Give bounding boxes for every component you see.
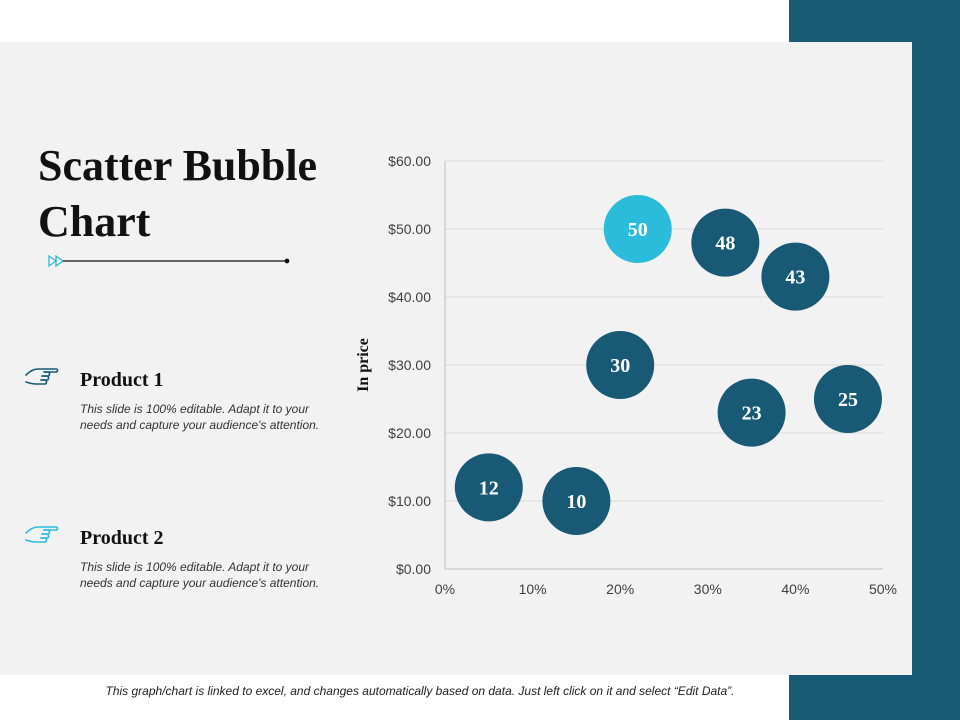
y-tick-label: $40.00 — [388, 289, 431, 305]
bubble — [586, 331, 655, 399]
bubble-label: 30 — [610, 355, 630, 377]
y-tick-label: $30.00 — [388, 357, 431, 373]
bubble — [717, 378, 786, 447]
x-tick-label: 30% — [694, 581, 722, 597]
bubble-label: 12 — [479, 477, 499, 499]
product-1-name: Product 1 — [80, 369, 164, 391]
y-tick-label: $50.00 — [388, 221, 431, 237]
bubble-label: 48 — [715, 233, 735, 255]
y-tick-label: $60.00 — [388, 153, 431, 169]
bubble — [542, 467, 611, 535]
x-tick-label: 40% — [781, 581, 809, 597]
footer-note: This graph/chart is linked to excel, and… — [105, 684, 735, 698]
bubble-label: 10 — [566, 491, 586, 513]
double-arrow-icon — [48, 254, 65, 268]
product-2-name: Product 2 — [80, 527, 164, 549]
bubble — [454, 453, 523, 522]
scatter-bubble-chart: $0.00 $10.00 $20.00 $30.00 $40.00 $50.00 $60.0… — [355, 153, 897, 597]
hand-pointing-icon — [25, 368, 59, 385]
bubble-label: 25 — [838, 389, 858, 411]
bubble-label: 43 — [785, 267, 805, 289]
title-underline — [48, 254, 290, 268]
x-tick-label: 10% — [519, 581, 547, 597]
x-tick-label: 50% — [869, 581, 897, 597]
bubble-label: 23 — [742, 403, 762, 425]
bubble-label: 50 — [628, 219, 648, 241]
slide-title: Scatter Bubble Chart — [38, 141, 318, 246]
bubble — [691, 208, 760, 277]
product-1-description: This slide is 100% editable. Adapt it to… — [80, 402, 320, 432]
y-tick-label: $20.00 — [388, 425, 431, 441]
x-tick-label: 20% — [606, 581, 634, 597]
bubble — [603, 195, 672, 263]
product-2-description: This slide is 100% editable. Adapt it to… — [80, 560, 320, 590]
bubble — [813, 365, 882, 433]
y-tick-label: $10.00 — [388, 493, 431, 509]
y-axis-label: In price — [355, 338, 372, 392]
y-tick-label: $0.00 — [396, 561, 431, 577]
bubble — [761, 242, 830, 311]
hand-pointing-icon — [25, 526, 59, 543]
x-tick-label: 0% — [435, 581, 455, 597]
